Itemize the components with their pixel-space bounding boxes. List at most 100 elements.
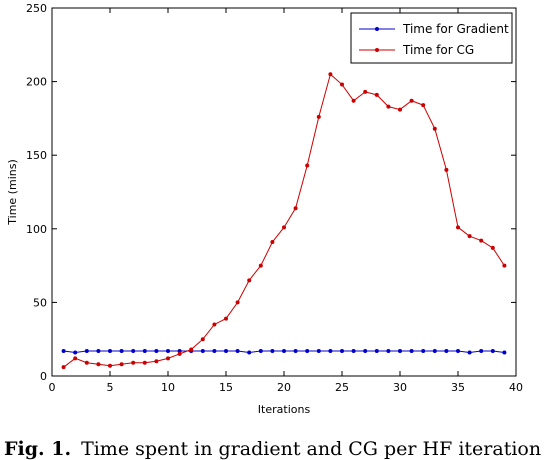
data-point	[374, 92, 379, 97]
y-axis-title: Time (mins)	[6, 159, 19, 225]
y-tick-label: 200	[26, 76, 47, 89]
data-point	[409, 348, 414, 353]
data-point	[316, 114, 321, 119]
data-point	[119, 348, 124, 353]
data-point	[316, 348, 321, 353]
y-tick-label: 50	[33, 296, 47, 309]
data-point	[386, 348, 391, 353]
legend-item: Time for Gradient	[359, 22, 509, 36]
data-point	[456, 348, 460, 353]
data-point	[398, 107, 402, 112]
data-point	[502, 263, 507, 268]
data-point	[61, 365, 66, 370]
data-point	[224, 316, 228, 321]
data-point	[363, 89, 368, 94]
data-point	[224, 348, 228, 353]
legend-box	[350, 12, 513, 64]
figure-caption-text: Time spent in gradient and CG per HF ite…	[81, 438, 542, 460]
data-point	[282, 348, 286, 353]
data-point	[235, 300, 240, 305]
data-point	[398, 348, 402, 353]
data-point	[421, 103, 426, 108]
x-tick-label: 15	[219, 381, 233, 394]
data-point	[258, 348, 263, 353]
legend-item: Time for CG	[359, 43, 474, 57]
data-point	[270, 348, 275, 353]
data-point	[84, 348, 89, 353]
data-point	[177, 351, 182, 356]
data-point	[131, 348, 136, 353]
data-point	[200, 348, 205, 353]
data-point	[270, 240, 275, 245]
data-point	[282, 225, 286, 230]
plot-area	[51, 7, 517, 377]
data-point	[142, 360, 147, 365]
data-point	[96, 362, 101, 367]
x-axis-ticks: 0 5 10 15 20 25 30 35 40	[49, 8, 523, 394]
x-tick-label: 30	[393, 381, 407, 394]
data-point	[293, 206, 298, 211]
data-point	[386, 104, 391, 109]
data-point	[328, 72, 333, 77]
data-point	[456, 225, 460, 230]
x-tick-label: 5	[107, 381, 114, 394]
data-point	[142, 348, 147, 353]
data-point	[166, 348, 170, 353]
data-point	[166, 356, 170, 361]
x-tick-label: 35	[451, 381, 465, 394]
data-point	[479, 348, 484, 353]
data-point	[467, 234, 472, 239]
data-point	[108, 348, 112, 353]
data-point	[96, 348, 101, 353]
data-point	[235, 348, 240, 353]
data-point	[73, 356, 78, 361]
data-point	[108, 363, 112, 368]
x-tick-label: 20	[277, 381, 291, 394]
series-layer	[61, 72, 507, 370]
y-tick-label: 250	[26, 2, 47, 15]
legend-swatch-marker	[375, 48, 379, 52]
series-1	[61, 72, 507, 370]
data-point	[61, 348, 66, 353]
data-point	[490, 348, 495, 353]
data-point	[84, 360, 89, 365]
data-point	[73, 350, 78, 355]
line-chart: 0 5 10 15 20 25 30 35 40 0 50 100 150 200 250 Iterati…	[6, 2, 523, 416]
figure-caption: Fig. 1. Time spent in gradient and CG per…	[4, 438, 544, 460]
y-axis-ticks: 0 50 100 150 200 250	[26, 2, 516, 383]
x-tick-label: 10	[161, 381, 175, 394]
legend-swatch-marker	[375, 27, 379, 31]
data-point	[328, 348, 333, 353]
data-point	[258, 263, 263, 268]
data-point	[421, 348, 426, 353]
legend: Time for Gradient Time for CG	[350, 12, 513, 64]
data-point	[131, 360, 136, 365]
data-point	[340, 348, 344, 353]
data-point	[490, 245, 495, 250]
data-point	[189, 347, 194, 352]
y-tick-label: 0	[40, 370, 47, 383]
data-point	[432, 348, 437, 353]
y-tick-label: 150	[26, 149, 47, 162]
data-point	[154, 348, 159, 353]
data-point	[247, 350, 252, 355]
x-tick-label: 40	[509, 381, 523, 394]
data-point	[444, 167, 449, 172]
data-point	[305, 163, 310, 168]
data-point	[363, 348, 368, 353]
data-point	[444, 348, 449, 353]
data-point	[212, 348, 217, 353]
data-point	[340, 82, 344, 87]
y-tick-label: 100	[26, 223, 47, 236]
figure-label: Fig. 1.	[4, 438, 72, 460]
data-point	[374, 348, 379, 353]
data-point	[177, 348, 182, 353]
legend-label: Time for Gradient	[402, 22, 509, 36]
data-point	[305, 348, 310, 353]
data-point	[247, 278, 252, 283]
x-tick-label: 25	[335, 381, 349, 394]
x-tick-label: 0	[49, 381, 56, 394]
data-point	[502, 350, 507, 355]
x-axis-title: Iterations	[258, 403, 311, 416]
data-point	[479, 238, 484, 243]
